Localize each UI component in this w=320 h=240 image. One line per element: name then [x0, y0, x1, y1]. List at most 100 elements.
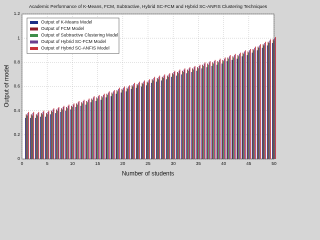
y-tick-label: 0: [17, 156, 20, 161]
bar: [115, 93, 117, 159]
bar: [122, 90, 124, 159]
bar: [234, 55, 235, 160]
bar: [126, 87, 128, 159]
bar: [252, 49, 254, 159]
bar: [112, 93, 114, 159]
x-tick-label: 10: [70, 161, 76, 166]
bar: [147, 82, 149, 159]
bar: [169, 73, 171, 159]
bar: [244, 50, 246, 159]
legend-label: Output of Subtractive Clustering Model: [41, 33, 118, 38]
bar: [231, 59, 233, 159]
bar: [47, 111, 49, 159]
bar: [228, 58, 230, 160]
bar: [206, 67, 208, 159]
bar: [85, 104, 87, 159]
bar: [30, 117, 31, 159]
bar: [266, 45, 268, 159]
bar: [40, 116, 41, 159]
bar: [256, 50, 258, 159]
bar: [242, 52, 244, 159]
x-axis-label: Number of students: [122, 172, 174, 178]
bar: [173, 72, 175, 159]
bar: [113, 90, 115, 159]
bar: [258, 47, 260, 160]
bar: [264, 43, 266, 159]
bar: [123, 87, 125, 159]
bar: [62, 107, 64, 159]
bar: [148, 80, 150, 159]
y-tick-label: 0.6: [14, 84, 21, 89]
bar: [133, 84, 135, 159]
y-tick-label: 1.2: [14, 11, 21, 16]
bar: [137, 85, 139, 159]
bar: [263, 45, 265, 159]
bar: [52, 109, 54, 159]
bar: [239, 53, 240, 159]
bar: [26, 115, 28, 159]
bar: [198, 65, 200, 159]
bar: [192, 68, 193, 159]
legend-box: [26, 17, 120, 54]
bar: [158, 76, 160, 159]
bar: [271, 43, 273, 159]
bar: [43, 110, 45, 159]
bar: [219, 58, 221, 160]
legend-label: Output of FCM Model: [41, 26, 84, 31]
bar: [238, 56, 240, 159]
bar: [32, 113, 34, 159]
bar: [142, 84, 144, 159]
bar: [189, 67, 191, 159]
bar: [184, 68, 186, 159]
bar: [66, 108, 68, 159]
bar: [121, 88, 123, 159]
bar: [38, 111, 40, 159]
x-tick-label: 35: [196, 161, 202, 166]
bar: [86, 101, 88, 159]
bar: [110, 96, 112, 159]
bar: [97, 98, 99, 159]
bar: [65, 110, 67, 159]
bar: [188, 68, 190, 159]
bar: [81, 102, 83, 159]
bar: [267, 41, 269, 159]
legend-label: Output of Hybrid SC-ANFIS Model: [41, 46, 110, 51]
bar: [56, 109, 57, 159]
bar: [51, 111, 53, 159]
bar: [113, 91, 114, 159]
bar: [149, 79, 151, 159]
bar: [145, 85, 147, 159]
bar: [233, 57, 235, 159]
x-tick-label: 50: [271, 161, 277, 166]
bar: [35, 114, 37, 159]
bar: [209, 61, 211, 159]
bar: [265, 41, 266, 159]
bar: [124, 86, 125, 159]
bar: [83, 99, 85, 159]
bar: [141, 82, 143, 159]
bar: [234, 53, 236, 159]
bar: [236, 58, 238, 160]
bar: [164, 74, 166, 159]
chart: Academic Performance of K-Means, FCM, Su…: [4, 4, 277, 178]
bar: [274, 38, 276, 159]
bar: [41, 114, 43, 159]
bar: [116, 90, 118, 159]
bar: [76, 103, 78, 159]
bar: [187, 69, 188, 159]
bar: [96, 97, 98, 159]
bar: [103, 94, 104, 159]
bar: [216, 64, 218, 159]
bar: [82, 101, 84, 159]
x-tick-label: 15: [95, 161, 101, 166]
bar: [178, 70, 180, 159]
bar: [207, 63, 209, 159]
bar: [183, 69, 185, 159]
bar: [259, 45, 261, 159]
bar: [177, 72, 178, 159]
bar: [191, 72, 193, 159]
bar: [56, 110, 58, 159]
y-tick-label: 0.8: [14, 60, 21, 65]
bar: [157, 79, 159, 159]
x-tick-label: 5: [46, 161, 49, 166]
